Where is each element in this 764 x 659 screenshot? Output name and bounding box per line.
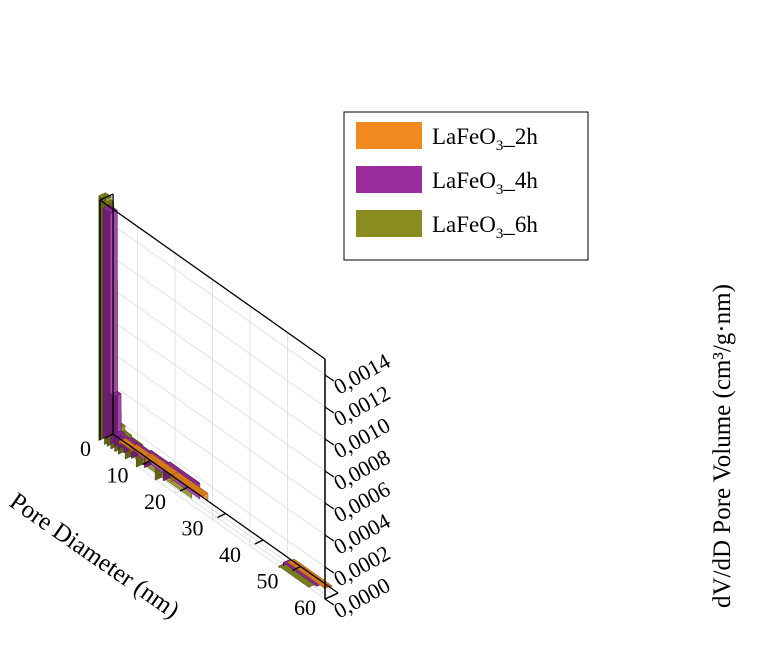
bar-face-top [113, 430, 126, 437]
y-tick-mark [324, 598, 335, 606]
x-tick-mark [254, 539, 264, 545]
legend-swatch-LaFeO3_2h [356, 122, 422, 149]
x-tick-mark [142, 459, 151, 466]
legend-label-LaFeO3_2h: LaFeO3_2h [432, 124, 538, 154]
x-tick-mark [179, 486, 189, 492]
x-tick-label: 40 [219, 542, 241, 567]
y-tick-mark [324, 406, 335, 414]
x-tick-label: 0 [80, 436, 91, 461]
x-tick-label: 60 [294, 595, 316, 620]
legend-swatch-LaFeO3_4h [356, 166, 422, 193]
bar-LaFeO3_4h-1 [110, 390, 122, 445]
legend-label-LaFeO3_6h: LaFeO3_6h [432, 212, 538, 242]
grid-layer [99, 196, 339, 600]
y-tick-mark [324, 534, 335, 542]
frame-edge [99, 193, 114, 201]
y-axis-title: dV/dD Pore Volume (cm³/g·nm) [709, 284, 736, 608]
frame-edge [99, 199, 326, 360]
x-tick-mark [329, 592, 339, 598]
legend: LaFeO3_2h LaFeO3_4h LaFeO3_6h [343, 111, 589, 261]
y-tick-mark [324, 566, 335, 574]
legend-label-LaFeO3_4h: LaFeO3_4h [432, 168, 538, 198]
legend-swatch-LaFeO3_6h [356, 210, 422, 237]
y-tick-mark [324, 374, 335, 382]
x-tick-label: 20 [144, 489, 166, 514]
x-tick-mark [104, 433, 114, 439]
x-tick-label: 10 [107, 463, 129, 488]
x-tick-mark [292, 565, 301, 572]
bars-layer [98, 192, 333, 589]
x-tick-mark [217, 512, 226, 519]
y-tick-mark [324, 502, 335, 510]
bar-face-side [102, 204, 111, 439]
y-tick-mark [324, 470, 335, 478]
x-tick-label: 30 [182, 516, 204, 541]
x-tick-label: 50 [257, 569, 279, 594]
y-tick-mark [324, 438, 335, 446]
